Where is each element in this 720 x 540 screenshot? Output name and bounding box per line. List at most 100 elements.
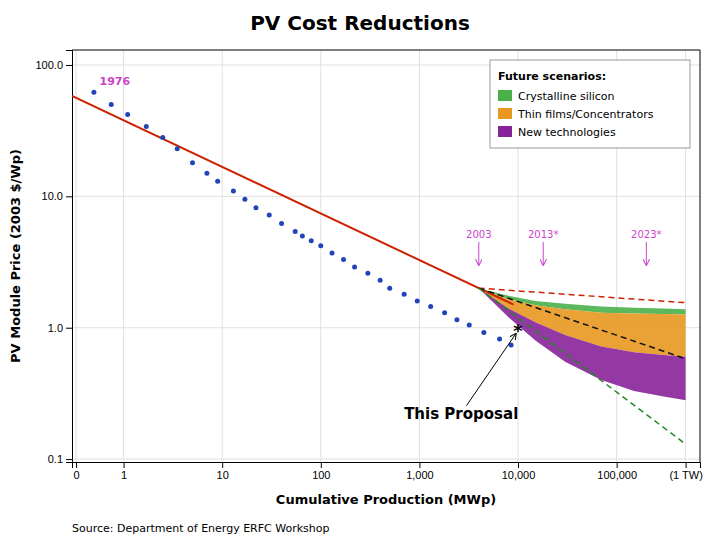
tick: 1 — [121, 462, 127, 481]
grid-line — [72, 459, 700, 460]
tick: 1,000 — [406, 462, 434, 481]
plot: 0 1 10 100 1,000 10,000 100,000 (1 TW) 0.1 1.0 10.… — [35, 50, 702, 481]
point — [497, 337, 502, 342]
tick-label: 1.0 — [48, 322, 63, 334]
frame-line — [700, 50, 701, 462]
tick: 10,000 — [502, 462, 536, 481]
annotation-arrow — [543, 242, 544, 265]
tick-mark — [321, 462, 322, 468]
point — [454, 317, 459, 322]
tick: 1.0 — [48, 322, 72, 334]
grid-line — [222, 50, 223, 462]
annotation: 1976 — [100, 75, 131, 88]
tick-mark — [124, 462, 125, 468]
tick-mark — [419, 462, 420, 468]
point — [352, 264, 357, 269]
legend-swatch — [498, 126, 512, 137]
tick-mark — [66, 459, 72, 460]
point — [365, 271, 370, 276]
point — [144, 124, 149, 129]
tick: 10 — [217, 462, 229, 481]
tick: 0 — [74, 462, 80, 481]
point — [253, 205, 258, 210]
chart: PV Cost Reductions Source: Department of … — [0, 0, 720, 540]
grid-line — [72, 196, 700, 197]
tick: 100.0 — [35, 59, 72, 71]
annotation-arrow — [646, 242, 647, 265]
tick-label: 0.1 — [48, 453, 63, 465]
legend: Future scenarios: Crystalline silicon Thin… — [490, 60, 690, 148]
legend-label: New technologies — [518, 126, 616, 139]
annotations: 1976 2003 2013* 2023* * This Proposal — [100, 75, 662, 422]
tick-label: 10 — [217, 469, 229, 481]
grid-line — [76, 50, 77, 462]
point — [125, 112, 130, 117]
annotation: * — [513, 320, 523, 341]
point — [415, 298, 420, 303]
x-axis-line — [73, 463, 701, 469]
x-axis-label: Cumulative Production (MWp) — [276, 492, 496, 507]
tick-mark — [66, 328, 72, 329]
x-axis: 0 1 10 100 1,000 10,000 100,000 (1 TW) — [73, 462, 703, 481]
tick-label: 1,000 — [406, 469, 434, 481]
tick: 100,000 — [597, 462, 637, 481]
legend-label: Thin films/Concentrators — [517, 108, 654, 121]
tick-mark — [686, 462, 687, 468]
point — [242, 197, 247, 202]
tick-mark — [518, 462, 519, 468]
tick: (1 TW) — [669, 462, 702, 481]
annotation: 2003 — [466, 229, 491, 240]
tick-label: 100.0 — [35, 59, 63, 71]
grid-line — [320, 50, 321, 462]
grid — [72, 50, 700, 462]
point — [428, 304, 433, 309]
grid-line — [419, 50, 420, 462]
tick: 100 — [312, 462, 330, 481]
tick-label: (1 TW) — [669, 469, 702, 481]
point — [279, 221, 284, 226]
grid-line — [123, 50, 124, 462]
point — [378, 278, 383, 283]
point — [175, 146, 180, 151]
annotation-arrow — [478, 242, 479, 265]
annotation: 2013* — [528, 229, 558, 240]
point — [204, 171, 209, 176]
point — [402, 292, 407, 297]
dashed-line — [479, 288, 686, 359]
point — [309, 238, 314, 243]
title: PV Cost Reductions — [250, 11, 470, 35]
legend-swatch — [498, 90, 512, 101]
point — [387, 286, 392, 291]
point — [91, 90, 96, 95]
y-axis-line — [66, 51, 73, 463]
point — [318, 243, 323, 248]
legend-swatch — [498, 108, 512, 119]
point — [300, 233, 305, 238]
point — [160, 135, 165, 140]
point — [215, 179, 220, 184]
point — [442, 310, 447, 315]
point — [330, 251, 335, 256]
source: Source: Department of Energy ERFC Worksh… — [72, 522, 330, 535]
trend-line — [72, 96, 514, 305]
legend-title: Future scenarios: — [498, 70, 606, 83]
tick-mark — [76, 462, 77, 468]
tick: 10.0 — [42, 190, 72, 202]
y-axis: 0.1 1.0 10.0 100.0 — [35, 51, 72, 466]
frame-line — [72, 50, 700, 51]
point — [109, 102, 114, 107]
point — [341, 257, 346, 262]
dashed-line — [479, 288, 686, 303]
legend-label: Crystalline silicon — [518, 90, 615, 103]
point — [481, 330, 486, 335]
point — [293, 229, 298, 234]
annotation: This Proposal — [404, 405, 518, 423]
tick-label: 0 — [74, 469, 80, 481]
tick-mark — [66, 196, 72, 197]
tick: 0.1 — [48, 453, 72, 465]
annotation: 2023* — [631, 229, 661, 240]
point — [190, 160, 195, 165]
band — [479, 288, 686, 400]
tick-label: 100 — [312, 469, 330, 481]
tick-label: 10.0 — [42, 190, 63, 202]
